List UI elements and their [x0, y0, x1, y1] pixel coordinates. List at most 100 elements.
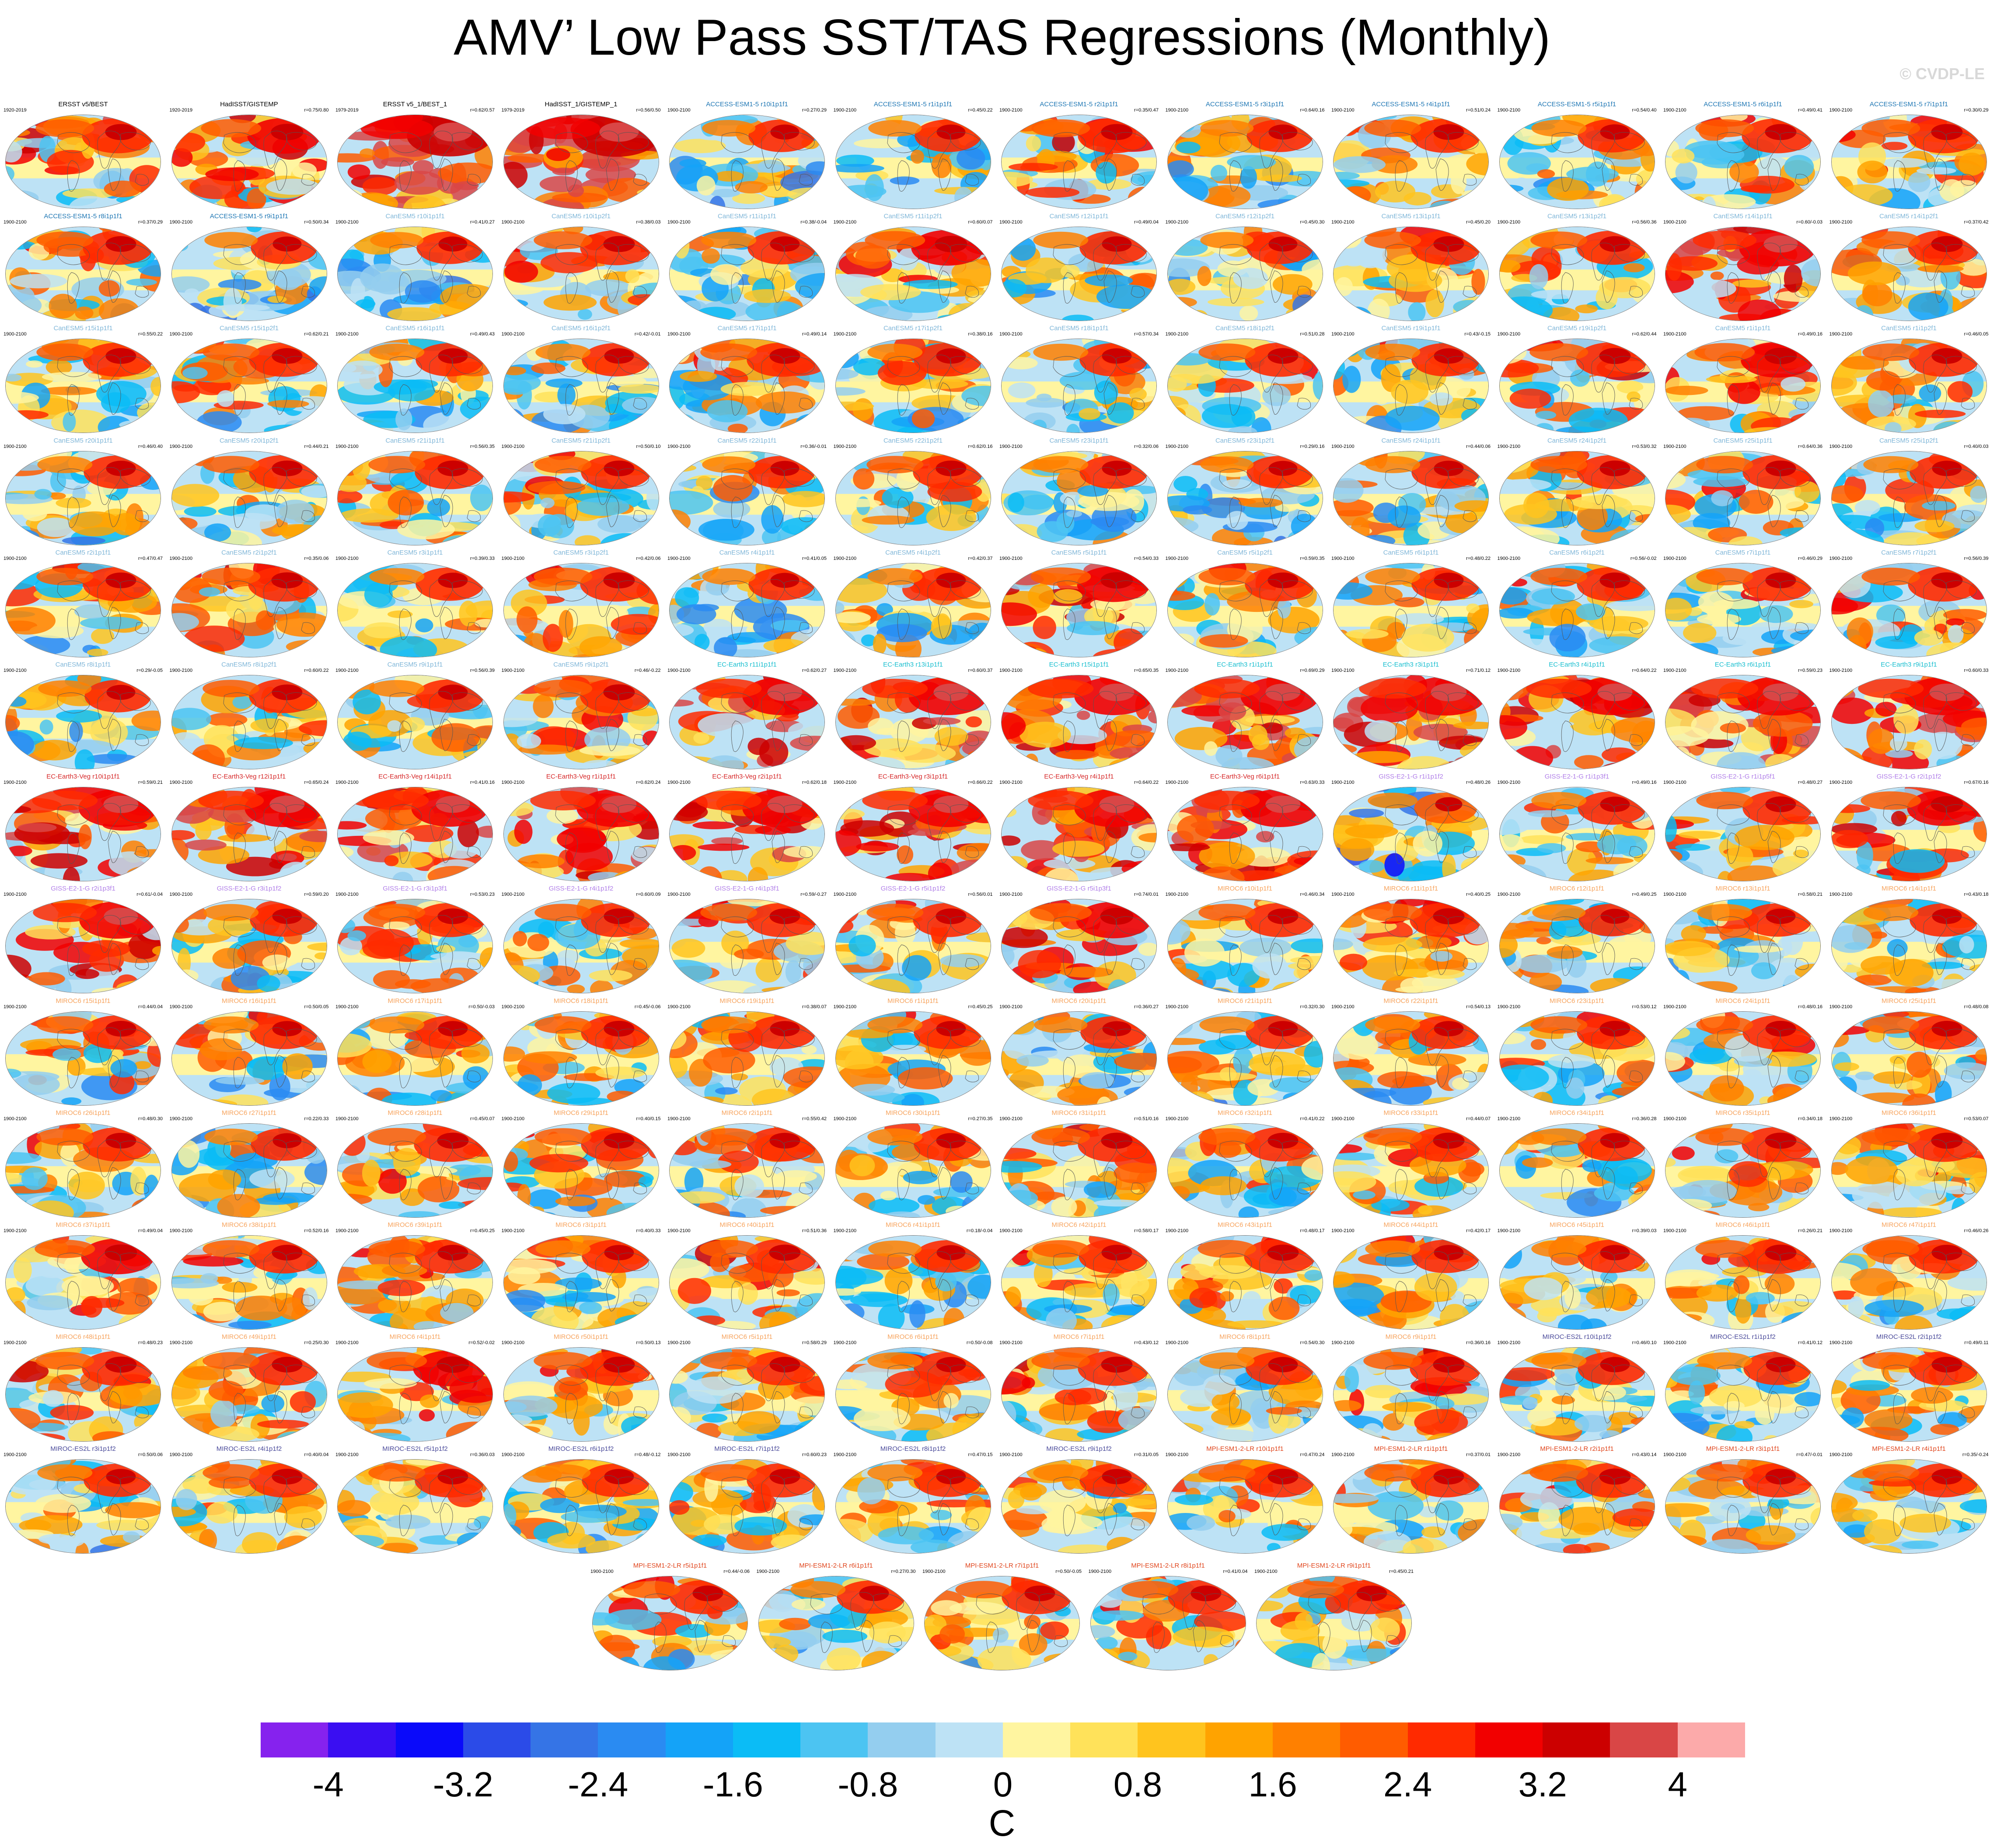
panel-years: 1900-2100 — [1663, 108, 1686, 113]
panel-correlation: r=0.54/0.30 — [1300, 1340, 1325, 1346]
panel-correlation: r=0.32/0.30 — [1300, 1004, 1325, 1010]
map-panel: MIROC6 r39i1p1f1 1900-2100 r=0.45/0.25 — [335, 1221, 496, 1331]
panel-title: MIROC6 r28i1p1f1 — [388, 1109, 443, 1117]
panel-years: 1900-2100 — [169, 892, 193, 898]
panel-years: 1900-2100 — [833, 892, 857, 898]
panel-title: CanESM5 r21i1p1f1 — [385, 437, 445, 444]
panel-title: CanESM5 r17i1p1f1 — [717, 325, 777, 332]
panel-correlation: r=0.56/0.50 — [636, 108, 661, 113]
map-panel: MPI-ESM1-2-LR r7i1p1f1 1900-2100 r=0.50/-0… — [922, 1562, 1082, 1672]
panel-title: CanESM5 r16i1p1f1 — [385, 325, 445, 332]
map-panel: ACCESS-ESM1-5 r1i1p1f1 1900-2100 r=0.45/0.… — [833, 101, 994, 211]
panel-grid: ERSST v5/BEST 1920-2019 HadISST/GISTEMP 192… — [3, 101, 1989, 1672]
regression-map — [171, 115, 327, 209]
panel-correlation: r=0.49/0.43 — [470, 332, 495, 337]
panel-title: CanESM5 r11i1p2f1 — [883, 213, 943, 220]
panel-title: ERSST v5/BEST — [58, 101, 108, 108]
panel-correlation: r=0.26/0.21 — [1798, 1228, 1822, 1233]
map-panel: CanESM5 r12i1p2f1 1900-2100 r=0.45/0.30 — [1165, 213, 1326, 323]
panel-years: 1900-2100 — [169, 668, 193, 673]
map-panel: EC-Earth3-Veg r2i1p1f1 1900-2100 r=0.62/0.… — [667, 773, 827, 883]
colorbar-swatch — [598, 1722, 666, 1757]
panel-title: GISS-E2-1-G r2i1p3f1 — [51, 885, 115, 893]
panel-title: MIROC-ES2L r7i1p1f2 — [714, 1445, 780, 1453]
regression-map — [1167, 899, 1323, 994]
panel-years: 1900-2100 — [1497, 1452, 1521, 1458]
panel-title: MIROC6 r24i1p1f1 — [1715, 997, 1770, 1005]
panel-years: 1900-2100 — [3, 1004, 27, 1010]
panel-title: MIROC6 r16i1p1f1 — [221, 997, 277, 1005]
map-panel: CanESM5 r8i1p2f1 1900-2100 r=0.60/0.22 — [169, 661, 330, 771]
panel-correlation: r=0.22/0.33 — [304, 1116, 329, 1121]
map-panel: CanESM5 r22i1p1f1 1900-2100 r=0.36/-0.01 — [667, 437, 827, 547]
panel-title: GISS-E2-1-G r5i1p1f2 — [880, 885, 946, 893]
map-panel: CanESM5 r4i1p2f1 1900-2100 r=0.42/0.37 — [833, 549, 994, 659]
panel-correlation: r=0.53/0.12 — [1632, 1004, 1657, 1010]
panel-correlation: r=0.50/0.13 — [636, 1340, 661, 1346]
regression-map — [1167, 1235, 1323, 1330]
panel-title: MIROC6 r37i1p1f1 — [56, 1221, 111, 1229]
panel-title: CanESM5 r9i1p1f1 — [387, 661, 443, 668]
colorbar-swatch — [395, 1722, 463, 1757]
colorbar-swatch — [1340, 1722, 1408, 1757]
regression-map — [1665, 1011, 1821, 1106]
map-panel: CanESM5 r10i1p2f1 1900-2100 r=0.38/0.03 — [501, 213, 662, 323]
panel-years: 1900-2100 — [1165, 1228, 1189, 1233]
panel-title: MIROC6 r50i1p1f1 — [553, 1333, 609, 1341]
panel-title: MIROC6 r4i1p1f1 — [389, 1333, 441, 1341]
panel-title: EC-Earth3-Veg r1i1p1f1 — [546, 773, 616, 781]
regression-map — [669, 1235, 825, 1330]
panel-correlation: r=0.25/0.30 — [304, 1340, 329, 1346]
map-panel: EC-Earth3-Veg r12i1p1f1 1900-2100 r=0.65/0… — [169, 773, 330, 883]
map-panel: MIROC6 r29i1p1f1 1900-2100 r=0.40/0.15 — [501, 1109, 662, 1219]
map-panel: CanESM5 r20i1p2f1 1900-2100 r=0.44/0.21 — [169, 437, 330, 547]
map-panel: MIROC-ES2L r3i1p1f2 1900-2100 r=0.50/0.06 — [3, 1445, 164, 1555]
panel-title: EC-Earth3-Veg r14i1p1f1 — [378, 773, 452, 781]
regression-map — [1665, 115, 1821, 209]
regression-map — [1665, 1347, 1821, 1442]
panel-correlation: r=0.55/0.42 — [802, 1116, 827, 1121]
regression-map — [1167, 227, 1323, 321]
panel-title: CanESM5 r6i1p2f1 — [1549, 548, 1605, 556]
panel-years: 1900-2100 — [1829, 668, 1853, 673]
map-panel: EC-Earth3-Veg r3i1p1f1 1900-2100 r=0.66/0.… — [833, 773, 994, 883]
panel-years: 1900-2100 — [1254, 1569, 1278, 1574]
panel-years: 1900-2100 — [1829, 1116, 1853, 1121]
regression-map — [1167, 787, 1323, 882]
regression-map — [669, 115, 825, 209]
map-panel: ACCESS-ESM1-5 r5i1p1f1 1900-2100 r=0.54/0.… — [1497, 101, 1658, 211]
regression-map — [1831, 1011, 1987, 1106]
panel-correlation: r=0.34/0.18 — [1798, 1116, 1822, 1121]
map-panel: GISS-E2-1-G r1i1p5f1 1900-2100 r=0.48/0.27 — [1662, 773, 1823, 883]
panel-years: 1900-2100 — [999, 1116, 1023, 1121]
panel-years: 1900-2100 — [999, 892, 1023, 898]
panel-title: MIROC-ES2L r5i1p1f2 — [382, 1445, 448, 1453]
regression-map — [1831, 115, 1987, 209]
map-panel: MIROC6 r7i1p1f1 1900-2100 r=0.43/0.12 — [999, 1333, 1159, 1443]
panel-correlation: r=0.60/0.07 — [968, 220, 993, 225]
regression-map — [1001, 675, 1157, 769]
panel-years: 1900-2100 — [1497, 332, 1521, 337]
panel-years: 1900-2100 — [335, 668, 359, 673]
map-panel: CanESM5 r23i1p1f1 1900-2100 r=0.32/0.06 — [999, 437, 1159, 547]
map-panel: MPI-ESM1-2-LR r9i1p1f1 1900-2100 r=0.45/0.… — [1253, 1562, 1414, 1672]
map-panel: MIROC6 r10i1p1f1 1900-2100 r=0.46/0.34 — [1165, 885, 1326, 995]
panel-title: CanESM5 r8i1p2f1 — [221, 661, 277, 668]
panel-correlation: r=0.46/0.10 — [1632, 1340, 1657, 1346]
map-panel: GISS-E2-1-G r1i1p1f2 1900-2100 r=0.48/0.26 — [1330, 773, 1491, 883]
panel-title: CanESM5 r11i1p1f1 — [718, 213, 776, 220]
panel-correlation: r=0.31/0.05 — [1134, 1452, 1159, 1458]
panel-years: 1900-2100 — [501, 1004, 525, 1010]
regression-map — [1001, 227, 1157, 321]
panel-correlation: r=0.66/0.22 — [968, 780, 993, 786]
panel-title: MIROC6 r47i1p1f1 — [1881, 1221, 1937, 1229]
panel-years: 1900-2100 — [335, 220, 359, 225]
regression-map — [337, 562, 493, 657]
colorbar-tick-label: 4 — [1668, 1765, 1687, 1804]
colorbar-swatch — [1070, 1722, 1138, 1757]
panel-years: 1900-2100 — [833, 220, 857, 225]
panel-years: 1900-2100 — [1331, 1004, 1355, 1010]
panel-years: 1900-2100 — [999, 668, 1023, 673]
regression-map — [171, 562, 327, 657]
panel-years: 1900-2100 — [1497, 444, 1521, 449]
